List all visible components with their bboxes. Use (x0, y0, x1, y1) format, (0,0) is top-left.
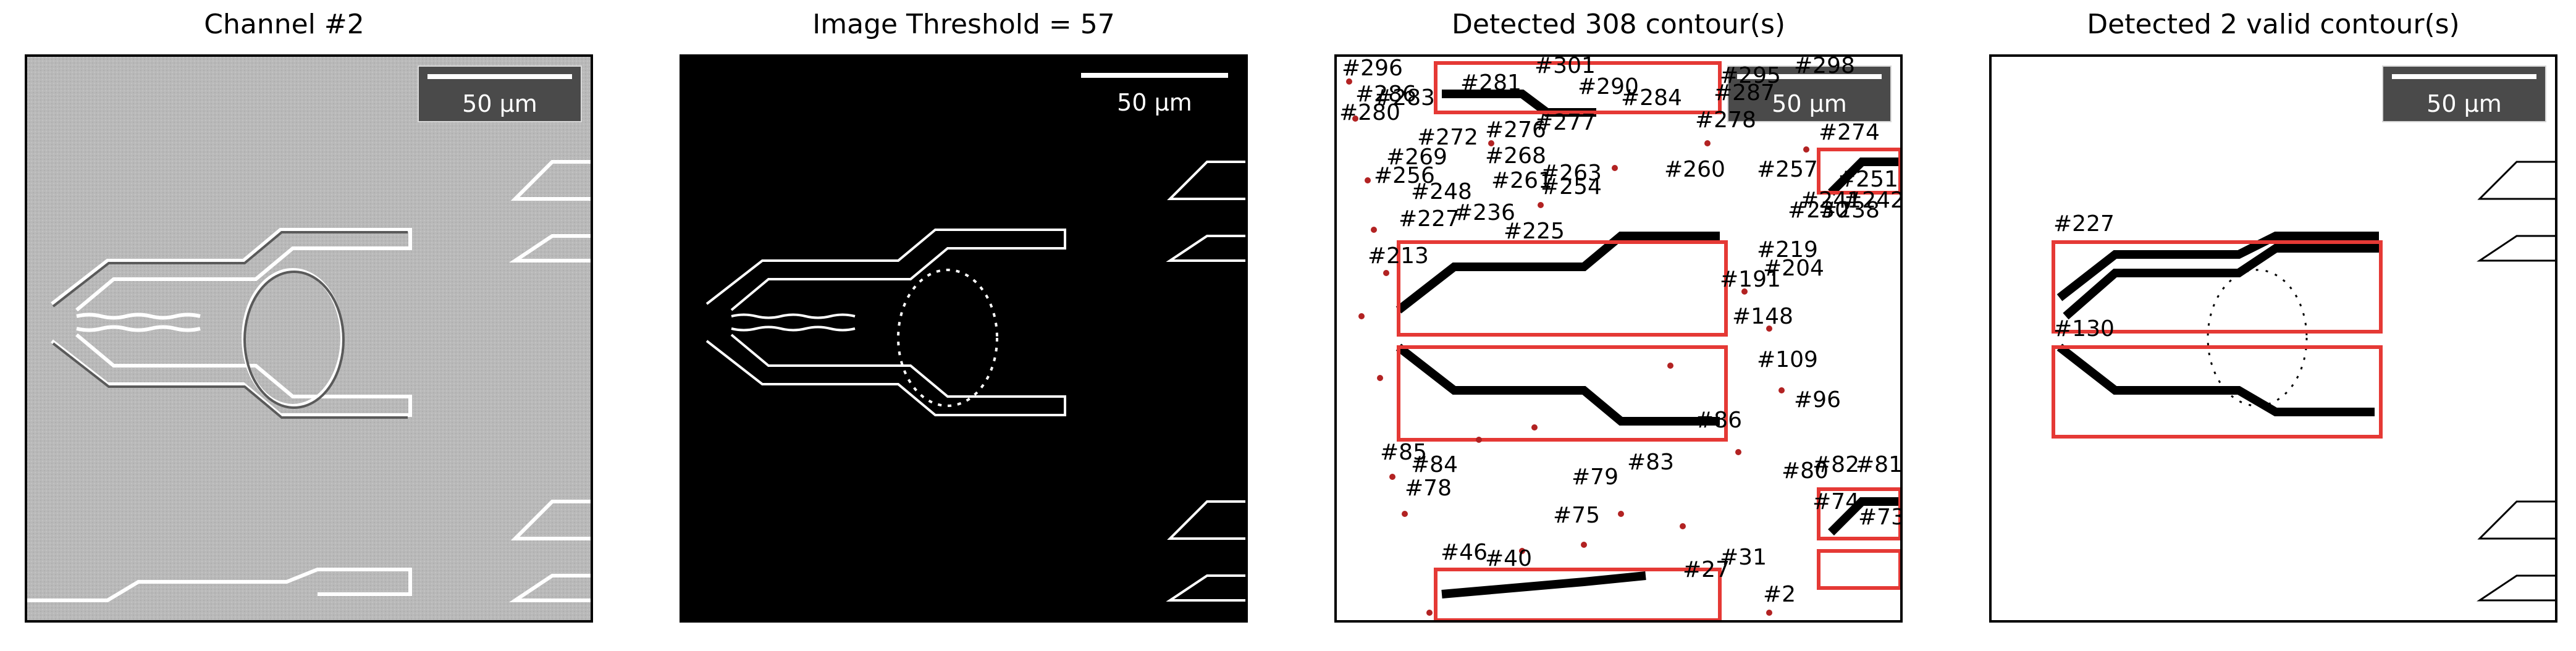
scale-bar: 50 µm (1727, 65, 1892, 122)
scale-bar-line (1737, 74, 1882, 79)
contour-label: #278 (1695, 107, 1756, 133)
contour-label: #256 (1374, 163, 1435, 188)
contour-label: #236 (1454, 200, 1515, 225)
contour-label: #130 (2053, 316, 2115, 342)
contour-label: #281 (1460, 70, 1522, 96)
valid-contour-box (2052, 345, 2383, 439)
contour-label: #82 (1812, 452, 1859, 477)
panel-3-title: Detected 308 contour(s) (1451, 9, 1786, 40)
contour-label: #276 (1485, 117, 1546, 143)
valid-contour-image (2052, 161, 2555, 602)
contour-label: #78 (1405, 476, 1452, 501)
contour-label: #280 (1339, 100, 1400, 125)
scale-bar-line (2392, 74, 2536, 79)
panel-4-title: Detected 2 valid contour(s) (2087, 9, 2460, 40)
contour-label: #260 (1664, 157, 1725, 182)
contour-label: #301 (1534, 54, 1596, 78)
scale-bar-label: 50 µm (462, 90, 537, 117)
contour-label: #268 (1485, 143, 1546, 169)
contour-label: #84 (1411, 452, 1458, 477)
contour-label: #219 (1757, 237, 1818, 262)
contour-label: #83 (1627, 450, 1674, 475)
contour-label: #2 (1763, 582, 1796, 607)
contour-label: #148 (1732, 304, 1793, 329)
contour-label: #295 (1720, 63, 1781, 88)
contour-label: #204 (1763, 256, 1824, 281)
scale-bar-label: 50 µm (1117, 89, 1192, 116)
contour-label: #40 (1485, 546, 1532, 571)
contour-label: #269 (1386, 145, 1447, 170)
contour-label: #191 (1720, 267, 1781, 292)
panel-4-image: 50 µm #227 #130 (1989, 54, 2557, 623)
contour-label: #80 (1782, 458, 1829, 484)
scale-bar-label: 50 µm (2427, 90, 2502, 117)
contour-label: #251 (1837, 167, 1898, 192)
contour-label: #96 (1794, 387, 1841, 413)
contour-label: #261 (1491, 168, 1552, 193)
contour-label: #213 (1368, 243, 1429, 269)
valid-contour-box (2052, 240, 2383, 334)
scale-bar: 50 µm (1072, 65, 1237, 122)
contour-label: #257 (1757, 157, 1818, 182)
contour-label: #296 (1342, 56, 1403, 81)
contour-label: #286 (1355, 82, 1416, 107)
contour-label: #85 (1380, 440, 1427, 465)
panel-2-image: 50 µm (680, 54, 1248, 623)
contour-image (1346, 61, 1900, 620)
contour-label: #46 (1441, 540, 1488, 565)
contour-label: #242 (1843, 188, 1903, 213)
contour-label: #283 (1374, 85, 1435, 111)
scale-bar: 50 µm (2382, 65, 2546, 122)
contour-label: #75 (1553, 503, 1600, 528)
contour-label: #287 (1714, 80, 1775, 106)
panel-3-image: 50 µm #296 #286 #280 #272 #276 #277 #269… (1334, 54, 1903, 623)
scale-bar-line (427, 74, 572, 79)
contour-label: #284 (1621, 85, 1682, 111)
panel-1-title: Channel #2 (204, 9, 364, 40)
contour-label: #74 (1812, 489, 1859, 514)
contour-label: #298 (1794, 54, 1855, 78)
scale-bar-label: 50 µm (1772, 90, 1847, 117)
contour-label: #290 (1578, 74, 1639, 99)
contour-label: #227 (2053, 211, 2115, 237)
contour-label: #263 (1541, 161, 1602, 186)
contour-label: #86 (1695, 408, 1742, 433)
contour-label: #227 (1399, 206, 1460, 232)
contour-label: #254 (1541, 174, 1602, 200)
contour-label: #73 (1858, 505, 1903, 530)
channel-image (27, 57, 591, 620)
contour-label: #79 (1572, 464, 1618, 490)
threshold-image (705, 161, 1245, 602)
contour-label: #109 (1757, 347, 1818, 372)
contour-label: #230 (1788, 198, 1849, 223)
contour-label: #238 (1819, 198, 1880, 223)
contour-label: #27 (1683, 557, 1730, 582)
contour-label: #225 (1504, 219, 1565, 244)
panel-1-image: 50 µm (25, 54, 593, 623)
contour-label: #248 (1411, 179, 1472, 204)
contour-label: #274 (1819, 120, 1880, 145)
panel-2-title: Image Threshold = 57 (812, 9, 1115, 40)
scale-bar: 50 µm (418, 65, 582, 122)
contour-label: #277 (1534, 110, 1596, 135)
contour-label: #31 (1720, 545, 1767, 570)
contour-dots (1346, 78, 1809, 616)
contour-label: #272 (1417, 125, 1478, 150)
contour-label: #241 (1800, 188, 1861, 213)
scale-bar-line (1081, 73, 1228, 78)
contour-label: #81 (1856, 452, 1903, 477)
